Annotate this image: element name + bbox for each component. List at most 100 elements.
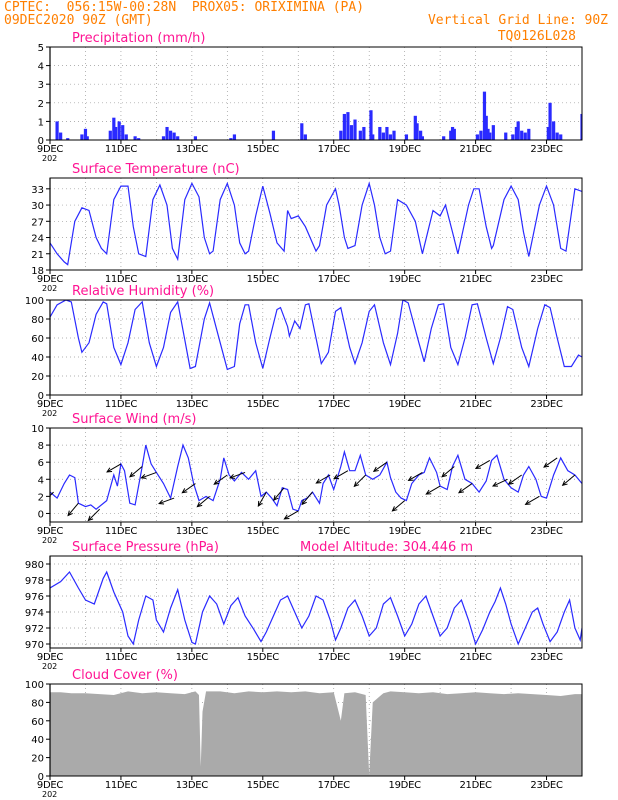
precip-bar <box>580 113 582 140</box>
x-tick-label: 23DEC <box>530 399 563 410</box>
precip-bar <box>548 102 552 140</box>
x-tick-label: 9DEC <box>37 780 63 791</box>
plot-area <box>55 91 585 140</box>
year-label: 202 <box>42 154 57 163</box>
wind-arrowhead <box>283 514 290 520</box>
wind-vector <box>492 478 508 487</box>
panel-4: 0 2 4 6 8 10 9DEC 11DEC 13DEC 15DEC 17DEC 19DEC 21DE… <box>31 412 583 545</box>
wind-arrowhead <box>458 488 464 494</box>
precip-bar <box>385 126 389 140</box>
precip-bar <box>369 110 373 140</box>
y-tick-label: 24 <box>31 234 44 245</box>
y-tick-label: 5 <box>38 43 44 54</box>
wind-arrowhead <box>315 478 322 484</box>
precip-bar <box>137 138 141 140</box>
wind-arrowhead <box>181 488 188 494</box>
precip-bar <box>520 130 524 140</box>
wind-vector <box>273 487 285 501</box>
precip-bar <box>582 116 585 140</box>
x-tick-label: 17DEC <box>318 526 351 537</box>
precip-bar <box>449 130 453 140</box>
panel-1: 0 1 2 3 4 5 9DEC 11DEC 13DEC 15DEC 17DEC 19DEC 21DEC… <box>37 31 585 163</box>
precip-bar <box>114 126 118 140</box>
precip-bar <box>491 125 495 140</box>
y-tick-label: 100 <box>25 680 44 691</box>
precip-bar <box>300 123 304 140</box>
precip-bar <box>514 126 518 140</box>
precip-bar <box>83 128 88 140</box>
y-tick-label: 4 <box>38 475 44 486</box>
x-tick-label: 23DEC <box>530 144 563 155</box>
x-tick-label: 19DEC <box>389 274 422 285</box>
panel-title: Surface Wind (m/s) <box>72 412 196 427</box>
x-tick-label: 13DEC <box>176 144 209 155</box>
x-tick-label: 15DEC <box>247 144 280 155</box>
precip-bar <box>59 132 63 140</box>
x-tick-label: 21DEC <box>459 780 492 791</box>
wind-arrowhead <box>257 500 263 507</box>
precip-bar <box>415 123 419 140</box>
wind-vector <box>213 474 228 485</box>
precip-bar <box>165 126 169 140</box>
wind-vector <box>441 466 455 478</box>
wind-vector <box>562 474 576 486</box>
wind-vector <box>257 491 267 507</box>
wind-vector <box>129 466 143 478</box>
precip-bar <box>523 132 527 140</box>
panel-title: Surface Temperature (nC) <box>72 162 240 177</box>
wind-vector <box>182 483 196 494</box>
wind-vector <box>426 485 441 495</box>
wind-vector <box>229 471 246 479</box>
precip-bar <box>362 126 366 140</box>
precip-bar <box>168 130 173 140</box>
year-label: 202 <box>42 409 57 418</box>
y-tick-label: 974 <box>25 608 44 619</box>
panel-title: Precipitation (mm/h) <box>72 31 205 46</box>
x-tick-label: 11DEC <box>105 652 138 663</box>
x-tick-label: 15DEC <box>247 274 280 285</box>
precip-bar <box>346 112 350 140</box>
y-tick-label: 60 <box>31 334 44 345</box>
wind-vector <box>197 495 210 508</box>
y-tick-label: 27 <box>31 217 44 228</box>
panel-title: Cloud Cover (%) <box>72 668 178 683</box>
precip-bar <box>378 126 382 140</box>
x-tick-label: 13DEC <box>176 274 209 285</box>
year-label: 202 <box>42 790 57 799</box>
precip-bar <box>85 136 89 140</box>
wind-vector <box>408 472 423 481</box>
x-tick-label: 15DEC <box>247 780 280 791</box>
model-code: TQ0126L028 <box>498 29 576 44</box>
series-line <box>50 443 582 512</box>
x-tick-label: 21DEC <box>459 144 492 155</box>
y-tick-label: 21 <box>31 250 44 261</box>
wind-vector <box>50 491 54 497</box>
x-tick-label: 19DEC <box>389 780 422 791</box>
precip-bar <box>271 130 276 140</box>
y-tick-label: 18 <box>31 266 44 277</box>
x-tick-label: 11DEC <box>105 274 138 285</box>
chart-header: CPTEC: 056:15W-00:28N PROX05: ORIXIMINA … <box>0 0 618 30</box>
precip-bar <box>504 132 508 140</box>
precip-bar <box>124 134 128 140</box>
precip-bar <box>552 121 556 140</box>
precip-bar <box>303 134 307 140</box>
wind-arrowhead <box>391 506 398 512</box>
x-tick-label: 23DEC <box>530 780 563 791</box>
plot-area <box>50 181 582 266</box>
precip-bar <box>55 121 59 140</box>
x-tick-label: 17DEC <box>318 399 351 410</box>
precip-bar <box>420 136 424 140</box>
series-line <box>50 300 582 371</box>
wind-vector <box>301 491 313 505</box>
precip-bar <box>488 132 492 140</box>
run-datetime: 09DEC2020 90Z (GMT) <box>4 13 153 28</box>
precip-bar <box>388 134 393 140</box>
y-tick-label: 40 <box>31 353 44 364</box>
series-line <box>50 181 582 266</box>
precip-bar <box>112 117 116 140</box>
year-label: 202 <box>42 662 57 671</box>
y-tick-label: 6 <box>38 458 44 469</box>
panel-6: 0 20 40 60 80 100 9DEC 11DEC 13DEC 15DEC 17DEC 19DE… <box>25 668 583 799</box>
